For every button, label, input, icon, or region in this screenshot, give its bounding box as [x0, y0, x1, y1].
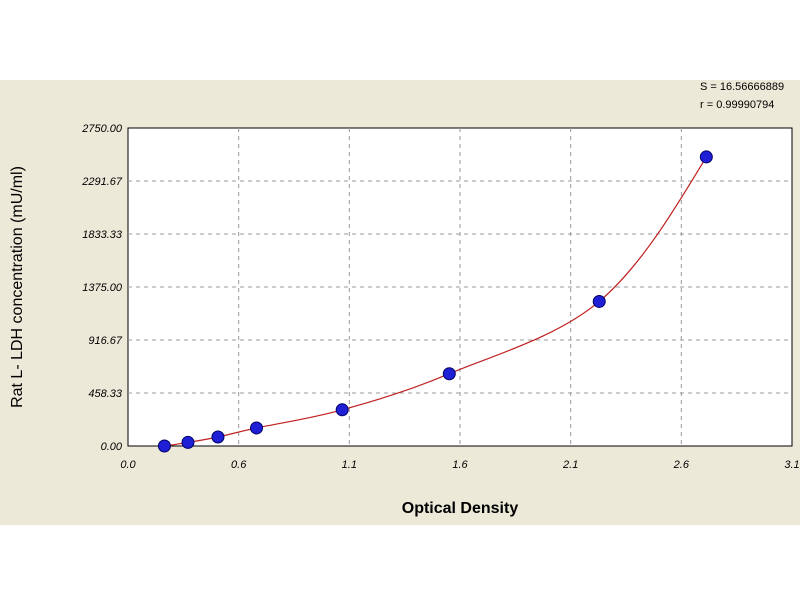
- y-tick-label: 458.33: [88, 388, 123, 400]
- y-tick-label: 2750.00: [81, 123, 123, 135]
- data-points: [157, 150, 713, 453]
- data-point: [592, 294, 606, 308]
- data-point: [181, 435, 195, 449]
- chart-figure: 0.0 0.6 1.1 1.6 2.1 2.6 3.1 0.00 458.33 916.67 13…: [0, 80, 800, 525]
- x-tick-label: 2.1: [562, 459, 578, 471]
- y-tick-label: 1375.00: [82, 282, 123, 294]
- gridlines: [128, 128, 792, 446]
- x-tick-label: 0.0: [120, 459, 136, 471]
- fit-r-statistic: r = 0.99990794: [700, 99, 774, 111]
- x-tick-labels: 0.0 0.6 1.1 1.6 2.1 2.6 3.1: [120, 459, 799, 471]
- x-tick-label: 1.6: [452, 459, 468, 471]
- y-tick-label: 916.67: [88, 335, 123, 347]
- data-point: [442, 367, 456, 381]
- x-tick-label: 1.1: [342, 459, 357, 471]
- x-tick-label: 2.6: [673, 459, 690, 471]
- x-tick-label: 3.1: [784, 459, 799, 471]
- x-tick-label: 0.6: [231, 459, 247, 471]
- data-point: [335, 403, 349, 417]
- y-tick-label: 1833.33: [82, 229, 123, 241]
- fit-s-statistic: S = 16.56666889: [700, 81, 784, 93]
- y-tick-label: 0.00: [101, 441, 123, 453]
- data-point: [211, 430, 225, 444]
- data-point: [250, 421, 264, 435]
- y-axis-label: Rat L- LDH concentration (mU/ml): [9, 166, 26, 408]
- y-tick-label: 2291.67: [81, 176, 123, 188]
- data-point: [157, 439, 171, 453]
- data-point: [699, 150, 713, 164]
- y-tick-labels: 0.00 458.33 916.67 1375.00 1833.33 2291.67 275…: [81, 123, 123, 453]
- x-axis-label: Optical Density: [402, 500, 519, 517]
- standard-curve-chart: 0.0 0.6 1.1 1.6 2.1 2.6 3.1 0.00 458.33 916.67 13…: [9, 81, 800, 517]
